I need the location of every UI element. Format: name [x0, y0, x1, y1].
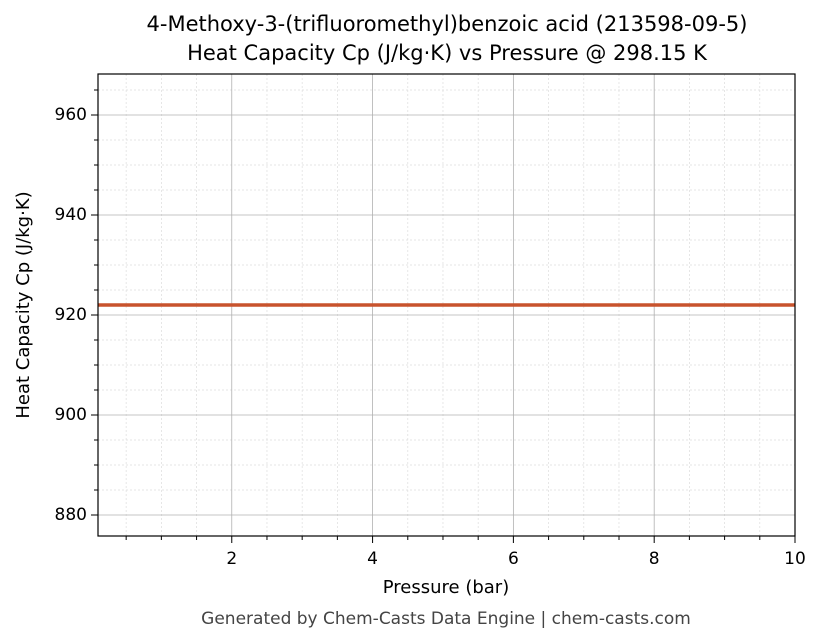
x-axis-label: Pressure (bar)	[383, 577, 509, 598]
x-tick-label: 8	[649, 549, 660, 569]
y-axis-label: Heat Capacity Cp (J/kg·K)	[13, 191, 34, 418]
y-tick-label: 940	[55, 205, 87, 225]
plot-frame	[97, 73, 796, 537]
y-tick-label: 900	[55, 405, 87, 425]
footer: Generated by Chem-Casts Data Engine | ch…	[201, 609, 691, 629]
x-tick-label: 6	[508, 549, 519, 569]
x-tick-label: 10	[784, 549, 806, 569]
x-tick-label: 2	[226, 549, 237, 569]
x-tick-label: 4	[367, 549, 378, 569]
y-tick-label: 880	[55, 505, 87, 525]
chart-title: 4-Methoxy-3-(trifluoromethyl)benzoic aci…	[147, 12, 748, 36]
y-tick-label: 920	[55, 305, 87, 325]
y-tick-label: 960	[55, 105, 87, 125]
chart-subtitle: Heat Capacity Cp (J/kg·K) vs Pressure @ …	[187, 41, 708, 65]
